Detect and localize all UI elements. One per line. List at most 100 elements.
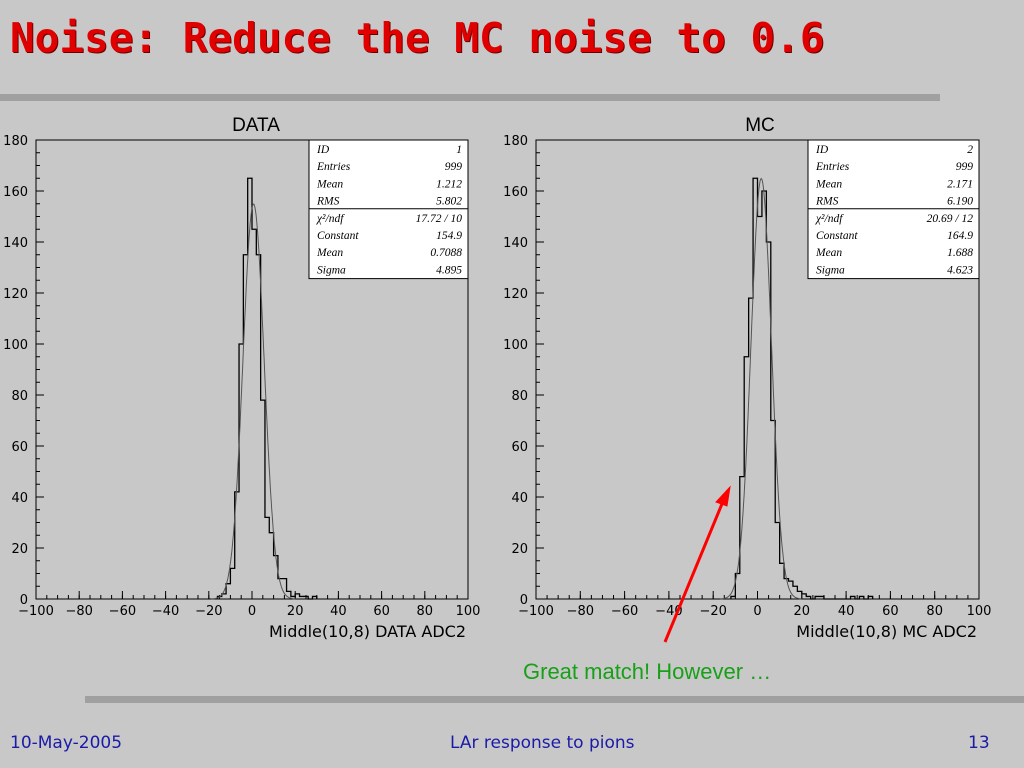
stats-label: ID — [815, 144, 829, 156]
x-axis-label: Middle(10,8) DATA ADC2 — [269, 622, 466, 641]
y-tick-label: 100 — [3, 338, 28, 353]
y-tick-label: 160 — [3, 185, 28, 200]
y-tick-label: 120 — [3, 287, 28, 302]
x-tick-label: 40 — [838, 604, 855, 619]
x-tick-label: 40 — [330, 604, 347, 619]
slide-title: Noise: Reduce the MC noise to 0.6 — [10, 14, 825, 62]
stats-value: 164.9 — [947, 230, 973, 242]
x-tick-label: 80 — [417, 604, 434, 619]
x-tick-label: −20 — [195, 604, 222, 619]
x-tick-label: 20 — [287, 604, 304, 619]
panel-heading: MC — [745, 115, 775, 136]
y-tick-label: 160 — [503, 185, 528, 200]
stats-value: 2 — [967, 144, 973, 156]
y-tick-label: 0 — [20, 593, 28, 608]
stats-label: Entries — [316, 161, 351, 173]
y-tick-label: 80 — [511, 389, 528, 404]
y-tick-label: 140 — [3, 236, 28, 251]
x-tick-label: 0 — [248, 604, 256, 619]
histogram-bin — [740, 477, 744, 599]
y-tick-label: 60 — [511, 440, 528, 455]
panel-heading: DATA — [232, 115, 280, 136]
gaussian-fit-curve — [211, 203, 296, 600]
x-axis-label: Middle(10,8) MC ADC2 — [796, 622, 977, 641]
x-tick-label: −60 — [611, 604, 638, 619]
footer-topic: LAr response to pions — [450, 733, 635, 753]
stats-value: 4.895 — [436, 264, 462, 276]
y-tick-label: 60 — [11, 440, 28, 455]
y-tick-label: 40 — [511, 491, 528, 506]
stats-label: Sigma — [816, 264, 845, 276]
footer-divider — [85, 696, 1024, 703]
x-tick-label: −20 — [699, 604, 726, 619]
x-tick-label: 20 — [794, 604, 811, 619]
stats-value: 0.7088 — [430, 247, 462, 259]
x-tick-label: 100 — [967, 604, 992, 619]
stats-label: RMS — [815, 196, 839, 208]
histogram-bin — [762, 191, 766, 599]
x-tick-label: 60 — [882, 604, 899, 619]
y-tick-label: 180 — [503, 134, 528, 149]
histogram-bin — [775, 523, 779, 600]
x-tick-label: −40 — [152, 604, 179, 619]
stats-label: χ²/ndf — [815, 213, 844, 225]
x-tick-label: −60 — [109, 604, 136, 619]
x-tick-label: 60 — [373, 604, 390, 619]
stats-label: χ²/ndf — [316, 213, 345, 225]
x-tick-label: 100 — [456, 604, 481, 619]
y-tick-label: 180 — [3, 134, 28, 149]
x-tick-label: 80 — [926, 604, 943, 619]
histogram-bin — [758, 217, 762, 600]
stats-label: Mean — [316, 247, 343, 259]
annotation-arrowhead — [715, 485, 731, 507]
footer-date: 10-May-2005 — [10, 733, 123, 753]
histogram-bin — [802, 594, 806, 599]
stats-label: Mean — [815, 247, 842, 259]
stats-value: 2.171 — [947, 178, 973, 190]
y-tick-label: 40 — [11, 491, 28, 506]
stats-value: 999 — [956, 161, 974, 173]
y-tick-label: 100 — [503, 338, 528, 353]
stats-value: 17.72 / 10 — [416, 213, 463, 225]
histogram-bin — [766, 242, 770, 599]
stats-value: 1 — [456, 144, 462, 156]
annotation-arrow — [663, 498, 726, 643]
stats-label: Sigma — [317, 264, 346, 276]
stats-label: RMS — [316, 196, 340, 208]
y-tick-label: 0 — [520, 593, 528, 608]
stats-value: 1.212 — [436, 178, 462, 190]
stats-value: 5.802 — [436, 196, 462, 208]
stats-label: Constant — [317, 230, 359, 242]
x-tick-label: −80 — [567, 604, 594, 619]
histogram-bin — [771, 421, 775, 600]
histogram-bin — [252, 229, 256, 599]
histogram-outline — [730, 177, 874, 600]
histogram-bin — [780, 563, 784, 599]
slide-number: 13 — [968, 733, 990, 753]
histogram-bin — [784, 579, 788, 599]
title-divider — [0, 94, 940, 101]
x-tick-label: −100 — [18, 604, 54, 619]
y-tick-label: 140 — [503, 236, 528, 251]
stats-label: Constant — [816, 230, 858, 242]
stats-label: Mean — [316, 178, 343, 190]
stats-value: 1.688 — [947, 247, 973, 259]
annotation-text: Great match! However … — [523, 659, 772, 684]
histogram-outline — [216, 177, 318, 600]
stats-value: 6.190 — [947, 196, 973, 208]
stats-value: 20.69 / 12 — [927, 213, 974, 225]
stats-value: 4.623 — [947, 264, 973, 276]
x-tick-label: −100 — [518, 604, 554, 619]
x-tick-label: −80 — [65, 604, 92, 619]
y-tick-label: 20 — [511, 542, 528, 557]
x-tick-label: 0 — [753, 604, 761, 619]
stats-value: 154.9 — [436, 230, 462, 242]
stats-value: 999 — [445, 161, 463, 173]
gaussian-fit-curve — [720, 177, 802, 600]
y-tick-label: 120 — [503, 287, 528, 302]
y-tick-label: 20 — [11, 542, 28, 557]
stats-label: Mean — [815, 178, 842, 190]
